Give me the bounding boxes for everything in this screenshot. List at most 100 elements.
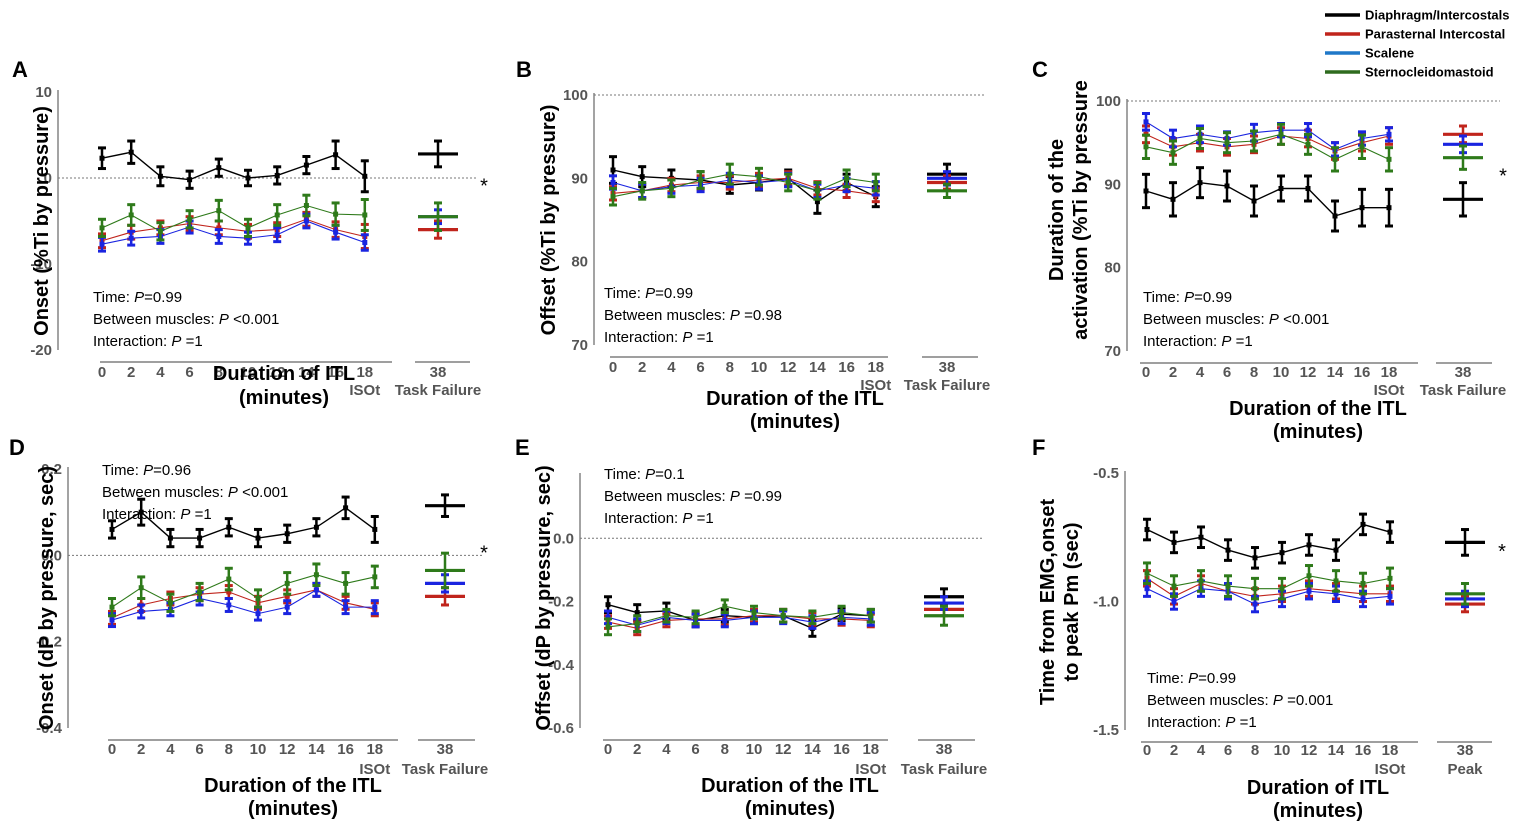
stats-value: =1	[692, 329, 713, 346]
x-tick-label: 16	[833, 741, 850, 758]
point-marker	[362, 173, 368, 179]
stats-p: P	[219, 311, 229, 328]
point-marker	[226, 576, 232, 582]
point-marker	[1306, 542, 1312, 548]
point-marker	[99, 155, 105, 161]
point-marker	[284, 580, 290, 586]
x-tick-label: 14	[298, 364, 315, 381]
stats-p: P	[171, 333, 181, 350]
data-point	[638, 181, 647, 201]
data-point	[1250, 129, 1258, 153]
stats-line: Interaction: P =1	[102, 506, 212, 523]
series-line	[612, 179, 876, 192]
x-end-label: Task Failure	[395, 382, 481, 399]
y-tick-label: 70	[571, 337, 588, 354]
stats-label: Interaction:	[93, 333, 171, 350]
end-marker	[924, 604, 964, 627]
data-point	[360, 233, 369, 252]
series-line	[101, 220, 365, 245]
data-point	[1385, 126, 1393, 143]
point-marker	[128, 235, 134, 241]
data-point	[604, 617, 612, 637]
stats-label: Between muscles:	[93, 311, 219, 328]
point-marker	[1305, 141, 1311, 147]
point-marker	[785, 180, 791, 185]
x-axis-title: Duration of the ITL	[204, 775, 382, 797]
point-marker	[1360, 521, 1366, 527]
data-point	[1385, 146, 1393, 173]
y-tick-label: 0.0	[41, 547, 62, 564]
point-marker	[610, 194, 616, 200]
data-point	[1197, 525, 1205, 550]
x-tick-label: 14	[308, 741, 325, 758]
x-end-label: Task Failure	[901, 761, 987, 778]
x-tick-label: 0	[108, 741, 116, 758]
x-axis-subtitle: (minutes)	[1273, 800, 1363, 822]
x-tick-label: 18	[1382, 742, 1399, 759]
stats-p: P	[1269, 311, 1279, 328]
series-line	[607, 603, 871, 630]
point-marker	[1171, 539, 1177, 545]
point-marker	[868, 613, 874, 619]
point-marker	[1197, 180, 1203, 186]
y-tick-label: -20	[30, 342, 52, 359]
stats-line: Time: P=0.99	[93, 289, 182, 306]
end-marker	[425, 551, 465, 590]
data-point	[1305, 564, 1313, 588]
data-point	[1250, 184, 1258, 218]
data-point	[1277, 174, 1285, 203]
stats-line: Interaction: P =1	[604, 329, 714, 346]
point-marker	[1251, 138, 1257, 144]
point-marker	[343, 580, 349, 586]
data-point	[633, 614, 642, 634]
x-tick-label: 14	[1328, 742, 1345, 759]
x-tick-isot: ISOt	[1374, 382, 1405, 399]
point-marker	[274, 232, 280, 238]
y-axis-title: Offset (dP by pressure, sec)	[533, 465, 555, 730]
y-tick-label: -0.2	[548, 594, 574, 611]
stats-p: P	[1225, 714, 1235, 731]
y-tick-label: 0	[44, 170, 52, 187]
data-point	[1170, 530, 1178, 555]
y-axis-title-line: activation (%Ti by pressure	[1070, 80, 1092, 340]
data-point	[1331, 199, 1339, 233]
point-marker	[1279, 586, 1285, 592]
x-tick-end: 38	[936, 741, 953, 758]
x-tick-label: 2	[1169, 364, 1177, 381]
x-tick-label: 6	[185, 364, 193, 381]
x-tick-label: 2	[633, 741, 641, 758]
point-marker	[99, 241, 105, 247]
y-tick-label: 80	[1104, 260, 1121, 277]
stats-line: Time: P=0.96	[102, 462, 191, 479]
point-marker	[128, 149, 134, 155]
point-marker	[284, 531, 290, 537]
data-point	[1359, 571, 1367, 596]
stats-label: Between muscles:	[604, 307, 730, 324]
panel-label: F	[1032, 435, 1045, 460]
series-sternocleidomastoid	[1143, 561, 1485, 606]
point-marker	[1306, 573, 1312, 579]
series-line	[1145, 121, 1390, 150]
point-marker	[138, 608, 144, 614]
data-point	[1223, 131, 1231, 155]
x-tick-label: 0	[604, 741, 612, 758]
data-point	[1142, 133, 1150, 160]
point-marker	[255, 611, 261, 617]
stats-label: Interaction:	[1147, 714, 1225, 731]
x-tick-label: 2	[1170, 742, 1178, 759]
data-point	[779, 607, 788, 624]
series-diaphragm	[98, 139, 458, 194]
point-marker	[1170, 150, 1176, 156]
data-point	[725, 162, 734, 186]
stats-p: P	[645, 466, 655, 483]
data-point	[224, 566, 233, 592]
stats-label: Time:	[1147, 670, 1188, 687]
stats-value: =1	[1235, 714, 1256, 731]
point-marker	[1386, 205, 1392, 211]
stats-value: <0.001	[229, 311, 279, 328]
point-marker	[751, 610, 757, 616]
point-marker	[1333, 591, 1339, 597]
x-tick-label: 16	[327, 364, 344, 381]
data-point	[108, 597, 116, 618]
data-point	[185, 209, 194, 230]
